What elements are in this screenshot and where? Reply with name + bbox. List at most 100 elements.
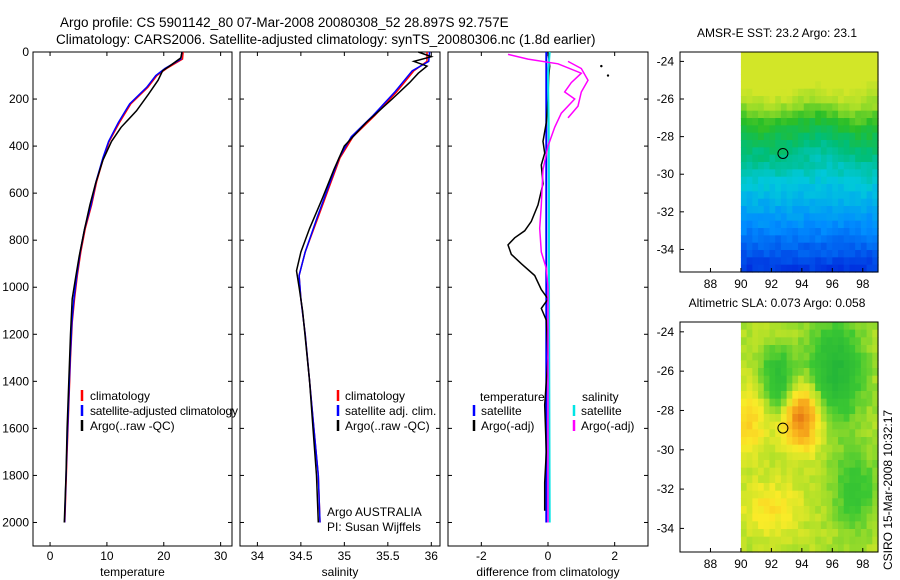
- sla_map-heatmap-cell: [798, 429, 805, 438]
- sst_map-heatmap-cell: [780, 213, 788, 222]
- sla_map-heatmap-cell: [792, 368, 799, 377]
- sst_map-heatmap-cell: [849, 198, 856, 207]
- sst_map-heatmap-cell: [838, 132, 845, 141]
- sst_map-heatmap-cell: [855, 154, 862, 163]
- sst_map-heatmap-cell: [815, 52, 822, 60]
- sla_map-heatmap-cell: [780, 483, 788, 492]
- sst_map-heatmap-cell: [838, 250, 845, 258]
- sst_map-heatmap-cell: [860, 140, 868, 148]
- sla_map-heatmap-cell: [752, 475, 759, 484]
- sla_map-heatmap-cell: [786, 345, 793, 354]
- sst_map-heatmap-cell: [740, 103, 748, 112]
- sla_map-heatmap-cell: [832, 421, 839, 430]
- sst_map-ytick-label: -28: [657, 130, 675, 144]
- sst_map-heatmap-cell: [855, 162, 862, 170]
- difference-series-3: [507, 53, 583, 523]
- sla_map-heatmap-cell: [792, 345, 799, 354]
- sst_map-heatmap-cell: [838, 235, 845, 244]
- sst_map-heatmap-cell: [775, 81, 782, 90]
- sst_map-heatmap-cell: [843, 125, 851, 134]
- sst_map-heatmap-cell: [763, 191, 771, 200]
- sla_map-heatmap-cell: [872, 544, 879, 553]
- sst_map-heatmap-cell: [786, 169, 793, 178]
- sla_map-heatmap-cell: [780, 329, 788, 338]
- sla_map-heatmap-cell: [826, 490, 833, 499]
- sla_map-heatmap-cell: [763, 513, 771, 522]
- sst_map-heatmap-cell: [786, 235, 793, 244]
- sla_map-heatmap-cell: [803, 322, 811, 331]
- sla_map-heatmap-cell: [855, 391, 862, 400]
- sla_map-heatmap-cell: [855, 421, 862, 430]
- sst_map-heatmap-cell: [855, 96, 862, 104]
- sst_map-heatmap-cell: [792, 220, 799, 229]
- sst_map-heatmap-cell: [758, 88, 765, 97]
- sla_map-heatmap-cell: [792, 513, 799, 522]
- sla_map-heatmap-cell: [740, 329, 748, 338]
- sla_map-heatmap-cell: [792, 529, 799, 538]
- sst_map-heatmap-cell: [809, 169, 816, 178]
- sst_map-heatmap-cell: [815, 74, 822, 82]
- sst_map-heatmap-cell: [843, 264, 851, 273]
- sst_map-heatmap-cell: [752, 74, 759, 82]
- sla_map-heatmap-cell: [758, 483, 765, 492]
- sst_map-heatmap-cell: [872, 88, 879, 97]
- sst_map-heatmap-cell: [752, 103, 759, 112]
- sst_map-heatmap-cell: [752, 81, 759, 90]
- sst_map-heatmap-cell: [866, 110, 873, 119]
- sla_map-heatmap-cell: [832, 375, 839, 384]
- sst_map-heatmap-cell: [752, 118, 759, 126]
- sst_map-heatmap-cell: [826, 191, 833, 200]
- sst_map-heatmap-cell: [872, 52, 879, 60]
- difference-legend-label: Argo(-adj): [581, 419, 634, 433]
- sla_map-heatmap-cell: [849, 513, 856, 522]
- sla_map-heatmap-cell: [832, 460, 839, 469]
- sst_map-heatmap-cell: [872, 81, 879, 90]
- sla_map-heatmap-cell: [832, 429, 839, 438]
- sst_map-heatmap-cell: [838, 154, 845, 163]
- sla_map-heatmap-cell: [786, 498, 793, 507]
- sla_map-heatmap-cell: [843, 498, 851, 507]
- sla_map-heatmap-cell: [838, 498, 845, 507]
- sst_map-heatmap-cell: [860, 103, 868, 112]
- sla_map-heatmap-cell: [855, 368, 862, 377]
- sla_map-heatmap-cell: [798, 375, 805, 384]
- sst_map-heatmap-cell: [740, 213, 748, 222]
- sla_map-heatmap-cell: [872, 536, 879, 545]
- sla_map-heatmap-cell: [780, 506, 788, 515]
- difference-xlabel: difference from climatology: [476, 565, 619, 579]
- sla_map-heatmap-cell: [780, 529, 788, 538]
- sla_map-heatmap-cell: [820, 322, 828, 331]
- sst_map-heatmap-cell: [780, 125, 788, 134]
- sla_map-heatmap-cell: [758, 444, 765, 453]
- sla_map-heatmap-cell: [763, 490, 771, 499]
- sst_map-heatmap-cell: [746, 228, 753, 236]
- sst_map-heatmap-cell: [849, 52, 856, 60]
- sla_map-heatmap-cell: [820, 406, 828, 415]
- sst_map-heatmap-cell: [775, 206, 782, 214]
- sla_map-heatmap-cell: [780, 352, 788, 361]
- sst_map-heatmap-cell: [740, 132, 748, 141]
- sst_map-heatmap-cell: [752, 184, 759, 192]
- sla_map-heatmap-cell: [872, 421, 879, 430]
- sst_map-heatmap-cell: [832, 154, 839, 163]
- sla_map-heatmap-cell: [838, 529, 845, 538]
- sla_map-heatmap-cell: [860, 529, 868, 538]
- sst_map-heatmap-cell: [763, 228, 771, 236]
- sla_map-heatmap-cell: [849, 475, 856, 484]
- sst_map-heatmap-cell: [849, 213, 856, 222]
- sst_map-heatmap-cell: [740, 154, 748, 163]
- sst_map-heatmap-cell: [780, 74, 788, 82]
- sst_map-heatmap-cell: [780, 52, 788, 60]
- sla_map-heatmap-cell: [860, 437, 868, 446]
- sst_map-heatmap-cell: [855, 59, 862, 68]
- sst_map-heatmap-cell: [752, 264, 759, 273]
- sla_map-heatmap-cell: [780, 452, 788, 461]
- sla_map-heatmap-cell: [803, 406, 811, 415]
- sst_map-heatmap-cell: [775, 228, 782, 236]
- sst_map-heatmap-cell: [815, 154, 822, 163]
- sla_map-heatmap-cell: [798, 475, 805, 484]
- sla_map-heatmap-cell: [752, 337, 759, 346]
- sla_map-heatmap-cell: [740, 498, 748, 507]
- sst_map-heatmap-cell: [843, 162, 851, 170]
- sst_map-heatmap-cell: [872, 264, 879, 273]
